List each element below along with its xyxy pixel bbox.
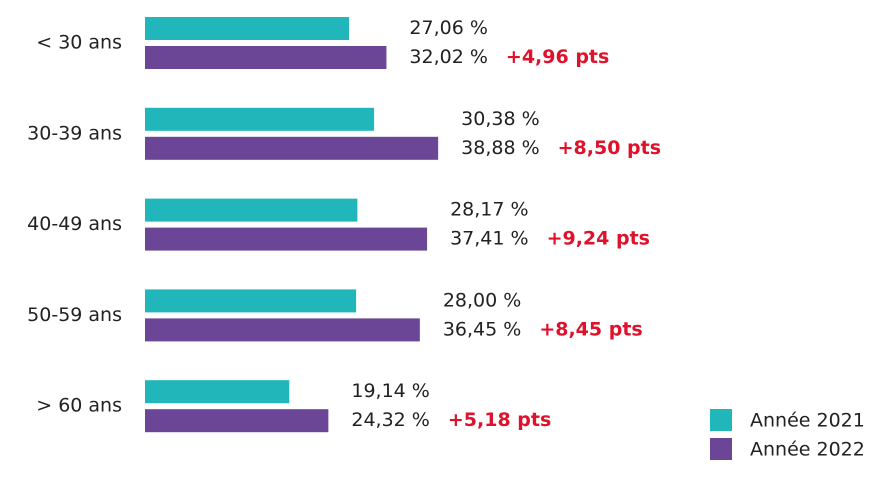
bar (145, 107, 375, 131)
bar (145, 289, 357, 313)
bar (145, 17, 350, 40)
category-label: 30-39 ans (27, 122, 122, 144)
value-label: 38,88 % (461, 137, 540, 159)
value-label: 36,45 % (443, 318, 522, 340)
category-label: 40-49 ans (27, 213, 122, 235)
difference-annotation: +8,50 pts (558, 137, 661, 159)
bar (145, 198, 358, 222)
value-label: 37,41 % (450, 228, 529, 250)
value-label: 28,00 % (443, 289, 522, 311)
value-label: 32,02 % (409, 46, 488, 68)
value-label: 28,17 % (450, 199, 529, 221)
value-label: 19,14 % (351, 380, 430, 402)
category-label: > 60 ans (36, 395, 122, 417)
category-label: < 30 ans (36, 32, 122, 54)
bar (145, 318, 420, 342)
bar (145, 227, 428, 251)
difference-annotation: +9,24 pts (547, 228, 650, 250)
difference-annotation: +4,96 pts (506, 46, 609, 68)
legend-swatch (710, 409, 732, 431)
difference-annotation: +8,45 pts (539, 318, 642, 340)
value-label: 27,06 % (409, 17, 488, 39)
category-label: 50-59 ans (27, 304, 122, 326)
bar (145, 46, 387, 69)
value-label: 30,38 % (461, 108, 540, 130)
legend-swatch (710, 438, 732, 460)
bar (145, 380, 290, 404)
legend-label: Année 2021 (750, 410, 865, 432)
value-label: 24,32 % (351, 409, 430, 431)
bar (145, 409, 329, 433)
difference-annotation: +5,18 pts (448, 409, 551, 431)
bar (145, 136, 439, 160)
legend-label: Année 2022 (750, 439, 865, 461)
